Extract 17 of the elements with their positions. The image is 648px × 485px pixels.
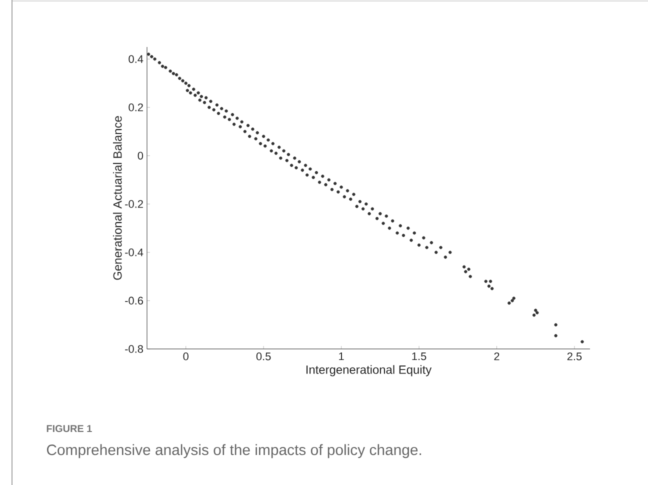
x-tick-label: 0 <box>183 352 188 360</box>
text: Comprehensive analysis of the impacts of policy change. <box>46 444 422 458</box>
y-tick-label: 0.2 <box>128 104 143 112</box>
y-tick-label: -0.2 <box>125 200 143 208</box>
x-tick-label: 2.5 <box>567 352 582 360</box>
x-tick-label: 0.5 <box>256 352 271 360</box>
y-tick-label: 0 <box>138 152 144 160</box>
y-axis-title: Generational Actuarial Balance <box>112 116 122 280</box>
y-tick-label: -0.4 <box>125 248 144 256</box>
y-tick-label: -0.6 <box>125 296 144 305</box>
x-tick-label: 1.5 <box>412 352 426 360</box>
caption: FIGURE 1 <box>46 425 92 432</box>
y-tick-label: -0.8 <box>125 345 144 353</box>
x-tick-label: 2 <box>494 352 500 360</box>
x-tick-label: 1 <box>339 352 344 360</box>
x-axis-title: Intergenerational Equity <box>306 365 432 376</box>
y-tick-label: 0.4 <box>128 55 144 63</box>
